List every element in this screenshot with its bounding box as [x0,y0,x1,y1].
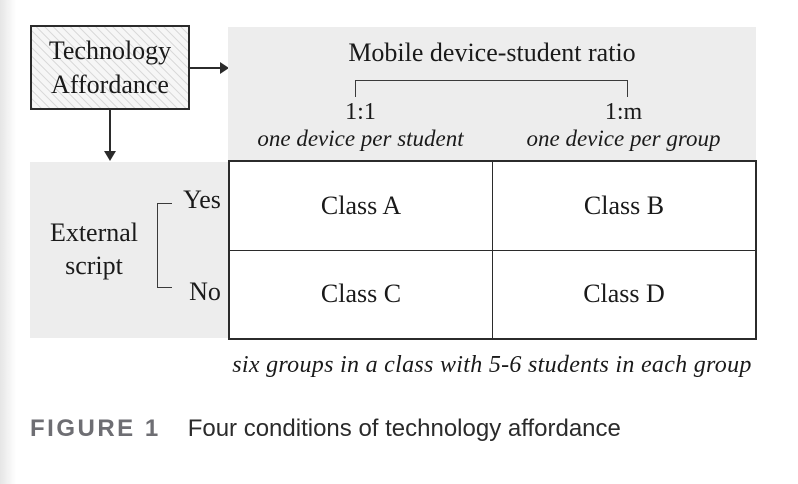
matrix-cell-class-d: Class D [583,279,665,309]
external-script-line2: script [65,251,123,280]
technology-affordance-box: Technology Affordance [30,25,190,110]
technology-affordance-line2: Affordance [51,69,169,99]
arrow-down-line [109,110,111,152]
page-edge-shadow [0,0,16,484]
column-desc-one-device-per-student: one device per student [257,126,464,151]
matrix-cell-class-b: Class B [583,190,665,220]
external-script-line1: External [49,218,139,247]
matrix-cell-class-a: Class A [230,162,493,250]
matrix-cell-class-c: Class C [230,250,493,338]
column-desc-one-device-per-group: one device per group [526,126,721,151]
column-header-title: Mobile device-student ratio [348,38,636,67]
column-header-panel: Mobile device-student ratio 1:1 one devi… [228,27,756,160]
external-script-label: External script [38,216,150,282]
matrix-row-yes: Class A Class B [230,162,755,251]
row-bracket [157,203,172,288]
figure-caption-label: FIGURE 1 [30,415,161,442]
column-bracket [355,80,628,97]
technology-affordance-line1: Technology [48,35,172,65]
arrow-right-line [190,67,222,69]
matrix-footnote: six groups in a class with 5-6 students … [232,352,752,378]
condition-matrix: Class A Class B Class C Class D [228,160,757,340]
row-option-no: No [189,277,221,306]
figure-caption: FIGURE 1 Four conditions of technology af… [30,414,770,444]
matrix-row-no: Class C Class D [230,250,755,338]
arrow-down-head-icon [104,151,116,161]
column-ratio-1-m: 1:m [604,99,643,125]
row-header-panel: External script Yes No [30,162,229,338]
row-option-yes: Yes [183,185,221,214]
column-ratio-1-1: 1:1 [345,99,376,125]
arrow-right-head-icon [220,62,229,74]
column-label-1-m: 1:m one device per group [491,99,756,152]
column-label-1-1: 1:1 one device per student [228,99,493,152]
figure-caption-text: Four conditions of technology affordance [187,415,621,442]
